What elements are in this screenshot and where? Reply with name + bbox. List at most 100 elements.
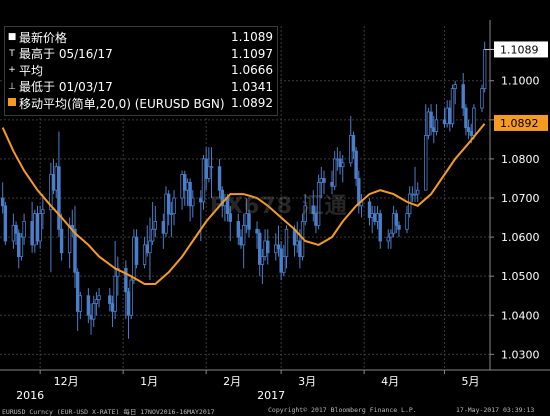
footer-security-info: EURUSD Curncy (EUR-USD X-RATE) 每日 17NOV2…	[2, 408, 215, 416]
candle-body	[332, 158, 337, 187]
x-axis: 12月 1月 2月 3月 4月 5月 2016 2017	[0, 369, 550, 402]
ma-price-tag	[494, 114, 548, 131]
candle-body	[188, 181, 192, 207]
y-tick-label: 1.0600	[501, 231, 540, 244]
candle-body	[394, 213, 398, 226]
candle-body	[113, 275, 117, 312]
candle-body	[17, 232, 21, 258]
candle-body	[89, 314, 93, 320]
candle-body	[75, 271, 80, 312]
candle-body	[472, 107, 476, 136]
candle-body	[19, 236, 24, 258]
candle-body	[258, 232, 262, 265]
candle-body	[453, 84, 457, 89]
candle-body	[375, 213, 380, 222]
candle-body	[164, 193, 168, 234]
y-tick-label: 1.0700	[501, 192, 540, 205]
y-tick-label: 1.0500	[501, 270, 540, 283]
candle-body	[426, 111, 431, 136]
candle-body	[108, 295, 112, 304]
candle-body	[405, 213, 409, 230]
candle-body	[266, 240, 270, 254]
candle-body	[416, 189, 420, 195]
y-tick-label: 1.1000	[501, 75, 540, 88]
candle-body	[59, 228, 64, 254]
candle-body	[207, 166, 211, 179]
candle-body	[338, 158, 342, 168]
candle-body	[132, 236, 136, 281]
average-marker-icon: +	[8, 65, 16, 76]
candle-body	[295, 240, 299, 246]
candle-body	[445, 107, 449, 125]
candle-body	[134, 236, 139, 265]
candle-body	[161, 221, 166, 234]
candle-body	[169, 213, 174, 216]
y-tick-label: 1.0800	[501, 153, 540, 166]
y-tick-label: 1.0300	[501, 348, 540, 361]
ma-price-tag-label: 1.0892	[500, 117, 539, 130]
legend-value: 1.1089	[231, 30, 273, 45]
x-tick-label: 5月	[461, 375, 479, 388]
candle-body	[389, 232, 393, 238]
candle-body	[284, 228, 289, 258]
candle-body	[429, 111, 433, 129]
candle-body	[14, 224, 18, 234]
candle-body	[410, 193, 415, 196]
candle-body	[442, 119, 447, 125]
candle-body	[97, 295, 101, 301]
candle-body	[33, 213, 37, 246]
legend-label: 移动平均(简单,20,0) (EURUSD BGN)	[19, 96, 225, 111]
candle-body	[172, 197, 176, 215]
candle-body	[0, 197, 5, 207]
watermark-text: FX678 汇通	[210, 194, 348, 219]
candle-body	[330, 181, 334, 187]
x-tick-label: 1月	[140, 375, 158, 388]
candle-body	[57, 166, 61, 230]
candle-body	[386, 236, 390, 242]
candle-body	[469, 131, 473, 136]
x-year-label: 2017	[257, 389, 285, 402]
x-tick-label: 3月	[298, 375, 316, 388]
candle-body	[217, 166, 222, 191]
footer-copyright: Copyright© 2017 Bloomberg Finance L.P.	[268, 406, 417, 414]
candle-body	[116, 267, 120, 277]
legend-label: 最高于 05/16/17	[19, 47, 113, 62]
candle-body	[228, 213, 232, 222]
candle-body	[351, 135, 356, 152]
candle-body	[279, 248, 283, 273]
candle-body	[370, 213, 374, 218]
candle-body	[303, 205, 307, 222]
candle-body	[276, 244, 281, 250]
low-marker-icon: ⊥	[8, 81, 16, 92]
candle-body	[30, 221, 34, 246]
candle-body	[260, 256, 265, 265]
candle-body	[373, 213, 377, 222]
candle-body	[319, 178, 324, 183]
x-tick-label: 12月	[54, 375, 79, 388]
candle-body	[274, 244, 278, 254]
candle-body	[316, 181, 321, 226]
candle-body	[54, 166, 58, 191]
orange-square-icon	[5, 97, 19, 109]
x-year-label: 2016	[16, 389, 44, 402]
candle-body	[448, 107, 452, 125]
legend-value: 1.1097	[231, 46, 273, 61]
candle-body	[263, 240, 267, 258]
x-tick-label: 2月	[223, 375, 241, 388]
square-icon: ■	[7, 32, 17, 43]
candle-body	[94, 299, 99, 304]
candle-body	[183, 174, 187, 191]
candle-body	[247, 213, 251, 230]
last-price-tag-label: 1.1089	[500, 43, 539, 56]
high-marker-icon: T	[9, 48, 15, 59]
candle-body	[180, 174, 184, 199]
candle-body	[201, 158, 206, 203]
moving-average-line	[1, 123, 486, 285]
candle-body	[129, 279, 133, 316]
price-tags: 1.1089 1.0892	[484, 41, 548, 131]
candle-body	[466, 127, 471, 132]
candle-body	[199, 197, 203, 203]
candle-body	[204, 158, 208, 179]
legend-row-moving-average: 移动平均(简单,20,0) (EURUSD BGN) 1.0892	[5, 95, 277, 112]
candle-body	[11, 224, 16, 242]
